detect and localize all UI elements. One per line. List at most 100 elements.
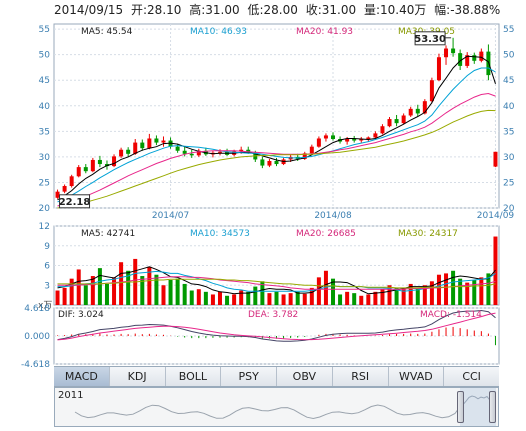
header-change: -38.88% <box>450 3 500 17</box>
price-ytick-right: 20 <box>503 204 515 214</box>
volume-bar <box>267 293 272 305</box>
price-ma-line-ma20 <box>57 92 496 207</box>
volume-bar <box>239 290 244 305</box>
price-ytick-right: 25 <box>503 178 514 188</box>
candle-body <box>175 146 180 151</box>
volume-bar <box>253 286 258 305</box>
volume-bar <box>182 283 187 305</box>
price-ytick-left: 35 <box>39 127 50 137</box>
candle-body <box>465 55 470 66</box>
candle-body <box>479 51 484 61</box>
navigator-left-handle[interactable] <box>457 391 464 423</box>
volume-ma-line-ma30 <box>57 278 496 289</box>
volume-bar <box>260 281 265 305</box>
volume-bar <box>154 274 159 305</box>
volume-bar <box>126 270 131 305</box>
tab-cci[interactable]: CCI <box>462 370 481 383</box>
volume-bar <box>352 293 357 305</box>
price-xtick: 2014/08 <box>314 211 352 221</box>
tab-wvad[interactable]: WVAD <box>389 367 445 386</box>
volume-bar <box>408 283 413 305</box>
volume-ytick: 6 <box>44 262 50 272</box>
macd-ytick: 4.618 <box>24 304 50 314</box>
candle-body <box>246 149 251 153</box>
candle-body <box>133 142 138 154</box>
price-legend-0: MA5: 45.54 <box>81 27 133 37</box>
tab-psy[interactable]: PSY <box>221 367 277 386</box>
indicator-tab-bar: MACD KDJ BOLL PSY OBV RSI WVAD CCI <box>54 366 499 387</box>
volume-bar <box>401 287 406 305</box>
header-volume: 10.40万 <box>380 3 426 17</box>
volume-ma-line-ma5 <box>57 266 496 295</box>
volume-bar <box>429 281 434 305</box>
candle-body <box>274 160 279 165</box>
candle-body <box>104 164 109 167</box>
volume-bar <box>274 291 279 305</box>
tab-obv[interactable]: OBV <box>277 367 333 386</box>
candle-body <box>267 160 272 166</box>
candle-body <box>323 135 328 139</box>
candle-body <box>112 156 117 167</box>
volume-bar <box>288 293 293 305</box>
candle-body <box>76 167 81 177</box>
header-date: 2014/09/15 <box>54 3 123 17</box>
header-volume-label: 量: <box>364 3 380 17</box>
candle-body <box>422 101 427 114</box>
candle-body <box>140 142 145 149</box>
candle-body <box>90 159 95 172</box>
volume-bar <box>436 274 441 305</box>
price-ytick-right: 35 <box>503 127 514 137</box>
range-navigator[interactable]: 2011 <box>54 387 499 427</box>
candle-body <box>55 191 60 198</box>
header-change-label: 幅: <box>434 2 450 17</box>
macd-legend-dea: DEA: 3.782 <box>248 310 298 320</box>
volume-bar <box>83 285 88 305</box>
min-price-box <box>59 194 91 209</box>
price-ytick-left: 55 <box>39 25 50 35</box>
candle-body <box>302 153 307 159</box>
min-price-label: 22.18 <box>59 197 91 208</box>
volume-bar <box>168 279 173 305</box>
volume-bar <box>62 287 67 305</box>
volume-bar <box>331 278 336 305</box>
candle-body <box>182 150 187 154</box>
navigator-sparkline <box>74 395 494 420</box>
volume-bar <box>422 285 427 305</box>
volume-bar <box>451 270 456 305</box>
price-ytick-right: 45 <box>503 76 514 86</box>
macd-legend-dif: DIF: 3.024 <box>58 310 104 320</box>
macd-panel: -4.618 0.000 4.618 DIF: 3.024 DEA: 3.782 MACD… <box>21 304 500 370</box>
header-high-label: 高: <box>189 2 205 17</box>
navigator-right-handle[interactable] <box>489 391 496 423</box>
price-ma-line-ma5 <box>57 55 496 201</box>
volume-bar <box>338 294 343 305</box>
tab-rsi[interactable]: RSI <box>333 367 389 386</box>
candle-body <box>373 133 378 138</box>
tab-boll[interactable]: BOLL <box>166 367 222 386</box>
volume-unit-label: x万 <box>38 301 52 311</box>
candle-body <box>196 150 201 156</box>
candle-body <box>154 138 159 143</box>
tab-macd[interactable]: MACD <box>54 367 110 386</box>
volume-bar <box>112 277 117 305</box>
panel-frame <box>53 23 500 209</box>
volume-ytick: 3 <box>44 281 50 291</box>
candle-body <box>161 140 166 143</box>
volume-bar <box>316 277 321 305</box>
volume-ytick: 12 <box>39 222 50 232</box>
price-ma-line-ma30 <box>57 109 496 209</box>
header-close-label: 收: <box>306 3 322 17</box>
volume-bar <box>302 293 307 305</box>
tab-kdj[interactable]: KDJ <box>110 367 166 386</box>
candle-body <box>380 126 385 134</box>
volume-bar <box>323 270 328 305</box>
header-open: 28.10 <box>147 3 181 17</box>
volume-bar <box>465 282 470 305</box>
candle-body <box>387 119 392 127</box>
price-panel: 20 20 25 25 30 30 35 35 40 40 45 45 50 50 55 55 2014/07 2… <box>39 23 515 221</box>
price-ytick-left: 50 <box>39 51 51 61</box>
candle-body <box>62 186 67 192</box>
header-close: 31.00 <box>322 3 356 17</box>
volume-bar <box>281 294 286 305</box>
